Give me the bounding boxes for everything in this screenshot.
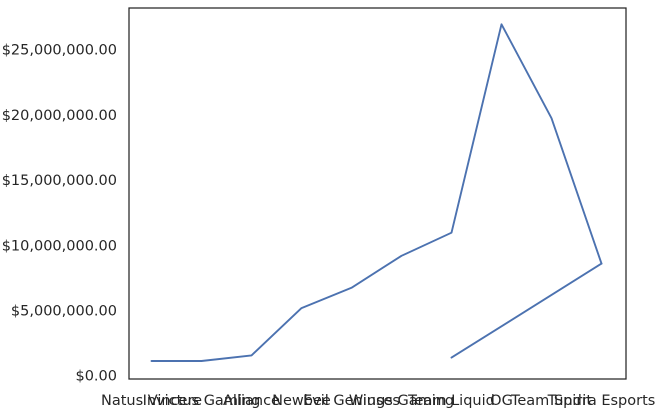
y-axis: $0.00 $5,000,000.00 $10,000,000.00 $15,000,… <box>2 43 117 385</box>
x-tick-label: Natus Vincere <box>101 393 202 409</box>
plot-area <box>128 7 627 380</box>
series-line-1 <box>150 23 603 362</box>
x-tick-label: Team Liquid <box>407 393 495 409</box>
y-tick-label: $15,000,000.00 <box>2 173 117 189</box>
y-tick-label: $25,000,000.00 <box>2 43 117 59</box>
y-tick-label: $5,000,000.00 <box>11 304 117 320</box>
x-tick-label: Team Spirit <box>510 393 592 409</box>
y-tick-label: $0.00 <box>75 369 117 385</box>
series-line-2 <box>450 262 603 359</box>
x-tick-label: OG <box>490 393 513 409</box>
x-tick-label: Evil Geniuses <box>303 393 400 409</box>
series-lines <box>150 23 603 362</box>
x-tick-label: Invictus Gaming <box>143 393 261 409</box>
y-tick-label: $10,000,000.00 <box>2 238 117 254</box>
x-tick-label: Wings Gaming <box>349 393 454 409</box>
x-tick-label: Alliance <box>223 393 280 409</box>
y-tick-label: $20,000,000.00 <box>2 108 117 124</box>
x-tick-label: Tundra Esports <box>547 393 656 409</box>
x-tick-label: Newbee <box>272 393 331 409</box>
